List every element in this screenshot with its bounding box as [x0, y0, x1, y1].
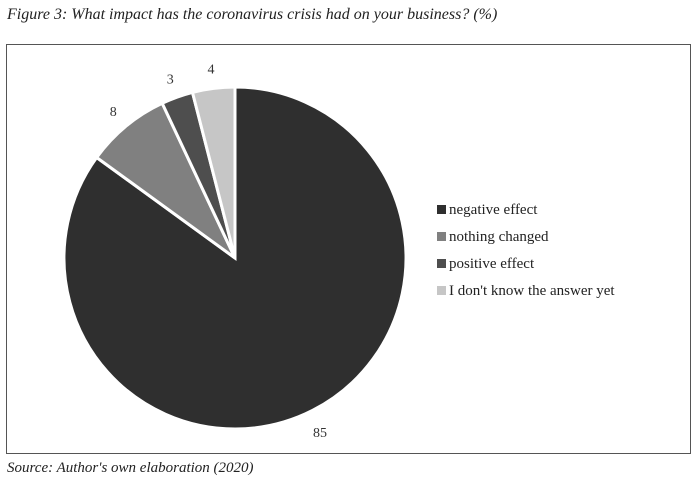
- pie-slice-3: [190, 85, 237, 259]
- chart-title: Figure 3: What impact has the coronaviru…: [7, 6, 498, 23]
- pie-slice-0: [62, 85, 408, 431]
- legend-label: nothing changed: [449, 229, 549, 245]
- legend-swatch: [437, 205, 446, 214]
- data-label: 8: [110, 105, 117, 120]
- data-label: 3: [167, 72, 174, 87]
- data-label: 4: [208, 63, 215, 78]
- source-note: Source: Author's own elaboration (2020): [7, 460, 254, 476]
- chart-frame: [6, 44, 691, 454]
- legend-swatch: [437, 259, 446, 268]
- legend-label: negative effect: [449, 202, 538, 218]
- data-label: 85: [313, 426, 327, 441]
- legend-swatch: [437, 286, 446, 295]
- legend-label: positive effect: [449, 256, 535, 272]
- legend-swatch: [437, 232, 446, 241]
- legend-label: I don't know the answer yet: [449, 283, 615, 299]
